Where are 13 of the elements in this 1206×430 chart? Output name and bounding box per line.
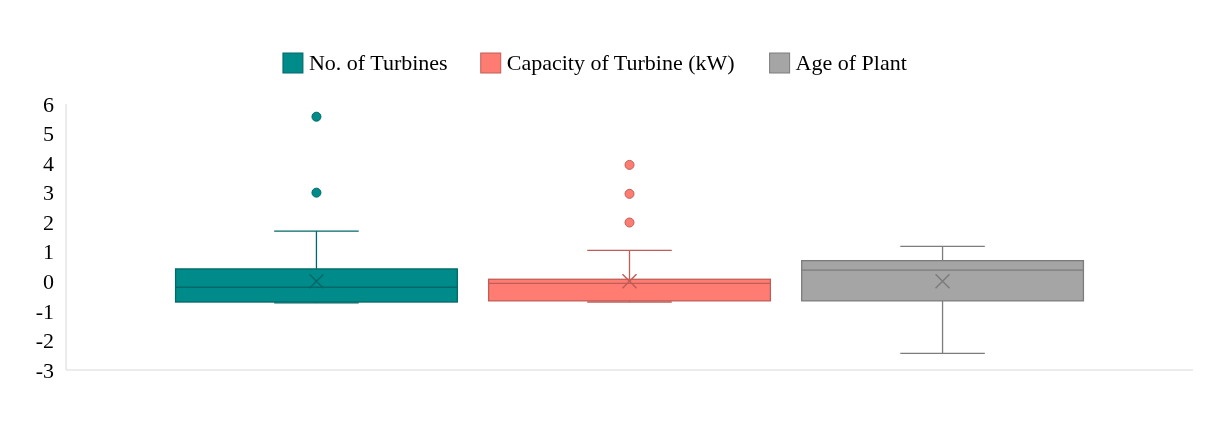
legend-label: Age of Plant xyxy=(795,50,907,75)
legend-label: No. of Turbines xyxy=(308,50,448,75)
y-tick-label: 5 xyxy=(43,121,54,147)
y-tick-label: -1 xyxy=(35,298,54,324)
legend-label: Capacity of Turbine (kW) xyxy=(506,50,735,75)
y-tick-label: 2 xyxy=(43,209,54,235)
y-tick-label: 3 xyxy=(43,180,54,206)
y-tick-label: -2 xyxy=(35,328,54,354)
y-tick-label: -3 xyxy=(35,357,54,383)
y-tick-label: 4 xyxy=(43,150,54,176)
y-tick-label: 1 xyxy=(43,239,54,265)
y-tick-label: 0 xyxy=(43,269,54,295)
y-tick-label: 6 xyxy=(43,91,54,117)
